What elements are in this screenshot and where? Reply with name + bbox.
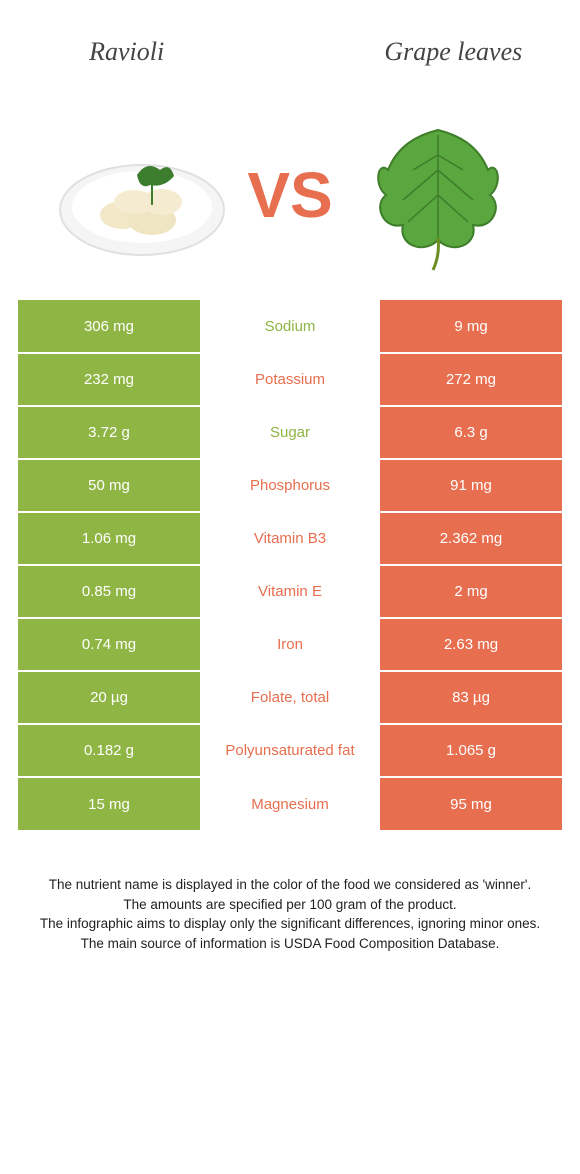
nutrient-name-cell: Potassium: [200, 353, 380, 406]
nutrient-name-cell: Sugar: [200, 406, 380, 459]
left-food-title: Ravioli: [10, 38, 243, 67]
right-value-cell: 95 mg: [380, 777, 562, 830]
table-row: 0.182 gPolyunsaturated fat1.065 g: [18, 724, 562, 777]
table-row: 50 mgPhosphorus91 mg: [18, 459, 562, 512]
table-row: 0.74 mgIron2.63 mg: [18, 618, 562, 671]
nutrient-name-cell: Sodium: [200, 300, 380, 353]
table-row: 1.06 mgVitamin B32.362 mg: [18, 512, 562, 565]
nutrient-name-cell: Phosphorus: [200, 459, 380, 512]
grape-leaf-image: [348, 110, 528, 280]
table-row: 306 mgSodium9 mg: [18, 300, 562, 353]
footnote-line: The nutrient name is displayed in the co…: [30, 875, 550, 895]
right-value-cell: 9 mg: [380, 300, 562, 353]
footnote-line: The infographic aims to display only the…: [30, 914, 550, 934]
left-value-cell: 0.182 g: [18, 724, 200, 777]
footnote-line: The main source of information is USDA F…: [30, 934, 550, 954]
vs-label: VS: [247, 158, 332, 232]
right-value-cell: 83 µg: [380, 671, 562, 724]
left-value-cell: 232 mg: [18, 353, 200, 406]
right-value-cell: 2.63 mg: [380, 618, 562, 671]
right-value-cell: 1.065 g: [380, 724, 562, 777]
table-row: 0.85 mgVitamin E2 mg: [18, 565, 562, 618]
nutrient-name-cell: Magnesium: [200, 777, 380, 830]
left-value-cell: 15 mg: [18, 777, 200, 830]
right-value-cell: 6.3 g: [380, 406, 562, 459]
table-row: 232 mgPotassium272 mg: [18, 353, 562, 406]
left-value-cell: 50 mg: [18, 459, 200, 512]
left-value-cell: 1.06 mg: [18, 512, 200, 565]
left-value-cell: 3.72 g: [18, 406, 200, 459]
nutrient-name-cell: Vitamin E: [200, 565, 380, 618]
footnote-line: The amounts are specified per 100 gram o…: [30, 895, 550, 915]
nutrient-name-cell: Iron: [200, 618, 380, 671]
ravioli-image: [52, 110, 232, 280]
nutrient-comparison-table: 306 mgSodium9 mg232 mgPotassium272 mg3.7…: [18, 300, 562, 830]
illustration-row: VS: [0, 90, 580, 300]
nutrient-name-cell: Folate, total: [200, 671, 380, 724]
left-value-cell: 0.74 mg: [18, 618, 200, 671]
right-value-cell: 91 mg: [380, 459, 562, 512]
right-food-title: Grape leaves: [337, 38, 570, 67]
right-value-cell: 2 mg: [380, 565, 562, 618]
nutrient-name-cell: Vitamin B3: [200, 512, 380, 565]
left-value-cell: 0.85 mg: [18, 565, 200, 618]
right-value-cell: 2.362 mg: [380, 512, 562, 565]
left-value-cell: 20 µg: [18, 671, 200, 724]
nutrient-name-cell: Polyunsaturated fat: [200, 724, 380, 777]
table-row: 3.72 gSugar6.3 g: [18, 406, 562, 459]
table-row: 15 mgMagnesium95 mg: [18, 777, 562, 830]
right-value-cell: 272 mg: [380, 353, 562, 406]
footnote: The nutrient name is displayed in the co…: [0, 830, 580, 953]
left-value-cell: 306 mg: [18, 300, 200, 353]
comparison-header: Ravioli Grape leaves: [0, 0, 580, 90]
table-row: 20 µgFolate, total83 µg: [18, 671, 562, 724]
